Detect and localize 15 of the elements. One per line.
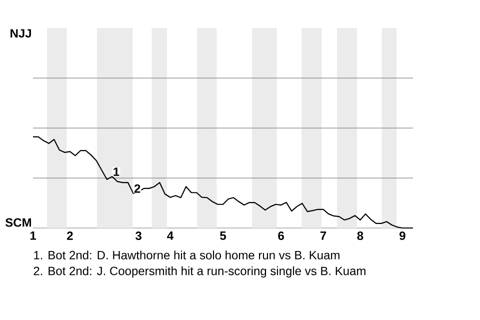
- text: NJJ: [10, 29, 31, 38]
- annotation: 1: [114, 168, 120, 176]
- x-tick-label: 7: [320, 232, 326, 240]
- annotation: 2: [134, 184, 140, 193]
- x-tick-label: 3: [136, 232, 142, 240]
- x-tick-label: 4: [167, 232, 174, 240]
- text: 2. Bot 2nd: J. Coopersmith hit a run-scoring single vs B. Kuam: [34, 266, 366, 278]
- text: 1. Bot 2nd: D. Hawthorne hit a solo home run vs B. Kuam: [34, 250, 340, 260]
- x-tick-label: 6: [278, 232, 284, 240]
- text: SCM: [5, 218, 31, 227]
- x-tick-label: 8: [357, 232, 364, 240]
- x-tick-label: 2: [67, 232, 73, 240]
- x-tick-label: 1: [30, 232, 36, 240]
- x-tick-label: 9: [400, 232, 406, 240]
- x-tick-label: 5: [220, 232, 226, 240]
